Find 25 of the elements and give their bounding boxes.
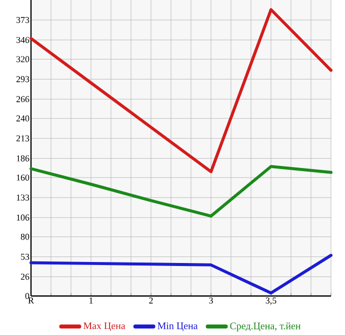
y-tick-label: 106 — [16, 214, 30, 221]
y-tick-label: 80 — [20, 234, 30, 240]
y-tick-label: 213 — [16, 135, 30, 142]
y-tick-label: 26 — [20, 274, 30, 280]
x-tick-label: 3,5 — [266, 298, 276, 305]
legend-label: Min Цена — [158, 322, 198, 332]
y-tick-label: 186 — [16, 155, 30, 162]
legend-label: Max Цена — [84, 322, 126, 332]
y-tick-label: 240 — [16, 115, 30, 122]
y-tick-label: 266 — [16, 96, 30, 102]
legend-label: Сред.Цена, т.йен — [230, 322, 301, 332]
y-tick-label: 53 — [21, 254, 30, 260]
y-tick-label: 346 — [16, 36, 30, 43]
x-tick-label: 3 — [209, 298, 213, 304]
y-tick-label: 373 — [16, 16, 30, 23]
x-tick-label: 1 — [90, 298, 93, 304]
y-tick-label: 0 — [25, 292, 30, 300]
y-tick-label: 133 — [16, 194, 30, 201]
x-tick-label: 2 — [149, 298, 153, 304]
x-tick-label: R — [28, 298, 34, 304]
line-series — [30, 8, 332, 174]
line-series — [30, 165, 332, 218]
y-tick-label: 320 — [16, 56, 30, 62]
y-tick-label: 160 — [16, 174, 30, 181]
y-tick-label: 293 — [16, 76, 30, 82]
